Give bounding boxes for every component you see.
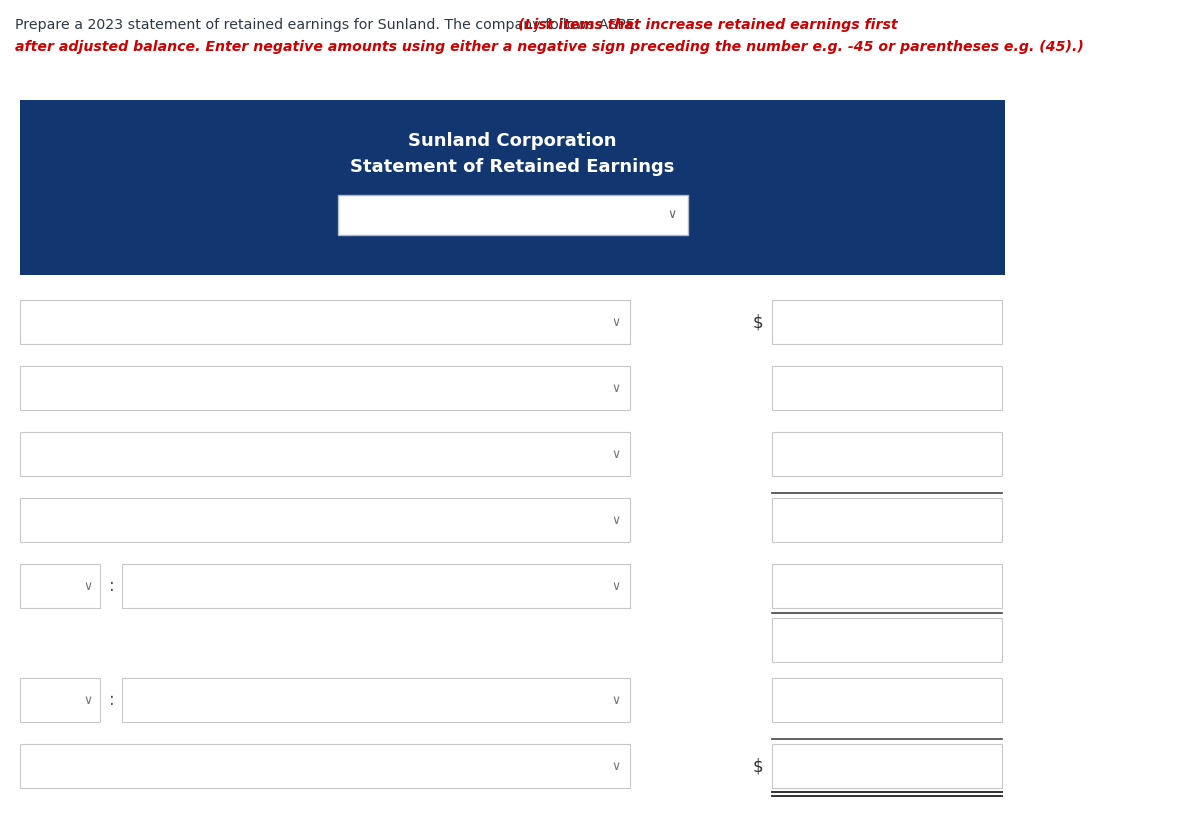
FancyBboxPatch shape — [20, 498, 630, 542]
FancyBboxPatch shape — [772, 300, 1002, 344]
FancyBboxPatch shape — [20, 366, 630, 410]
FancyBboxPatch shape — [20, 564, 100, 608]
Text: ∨: ∨ — [84, 694, 92, 707]
Text: $: $ — [752, 757, 763, 775]
Text: (List items that increase retained earnings first: (List items that increase retained earni… — [518, 18, 898, 32]
FancyBboxPatch shape — [772, 744, 1002, 788]
Text: ∨: ∨ — [612, 316, 620, 329]
FancyBboxPatch shape — [122, 678, 630, 722]
FancyBboxPatch shape — [20, 100, 1006, 275]
FancyBboxPatch shape — [20, 432, 630, 476]
Text: :: : — [109, 691, 115, 709]
Text: Sunland Corporation: Sunland Corporation — [408, 132, 617, 150]
FancyBboxPatch shape — [772, 432, 1002, 476]
FancyBboxPatch shape — [20, 300, 630, 344]
FancyBboxPatch shape — [337, 195, 688, 235]
FancyBboxPatch shape — [20, 678, 100, 722]
Text: ∨: ∨ — [667, 208, 676, 221]
FancyBboxPatch shape — [772, 498, 1002, 542]
FancyBboxPatch shape — [20, 744, 630, 788]
Text: ∨: ∨ — [612, 694, 620, 707]
Text: $: $ — [752, 313, 763, 331]
Text: ∨: ∨ — [612, 514, 620, 527]
Text: after adjusted balance. Enter negative amounts using either a negative sign prec: after adjusted balance. Enter negative a… — [14, 40, 1084, 54]
FancyBboxPatch shape — [772, 366, 1002, 410]
Text: Statement of Retained Earnings: Statement of Retained Earnings — [350, 158, 674, 176]
Text: Prepare a 2023 statement of retained earnings for Sunland. The company follows A: Prepare a 2023 statement of retained ear… — [14, 18, 643, 32]
FancyBboxPatch shape — [122, 564, 630, 608]
Text: ∨: ∨ — [84, 580, 92, 593]
FancyBboxPatch shape — [772, 618, 1002, 662]
Text: ∨: ∨ — [612, 759, 620, 772]
Text: :: : — [109, 577, 115, 595]
Text: ∨: ∨ — [612, 580, 620, 593]
FancyBboxPatch shape — [772, 564, 1002, 608]
FancyBboxPatch shape — [772, 678, 1002, 722]
Text: ∨: ∨ — [612, 448, 620, 461]
Text: ∨: ∨ — [612, 382, 620, 395]
